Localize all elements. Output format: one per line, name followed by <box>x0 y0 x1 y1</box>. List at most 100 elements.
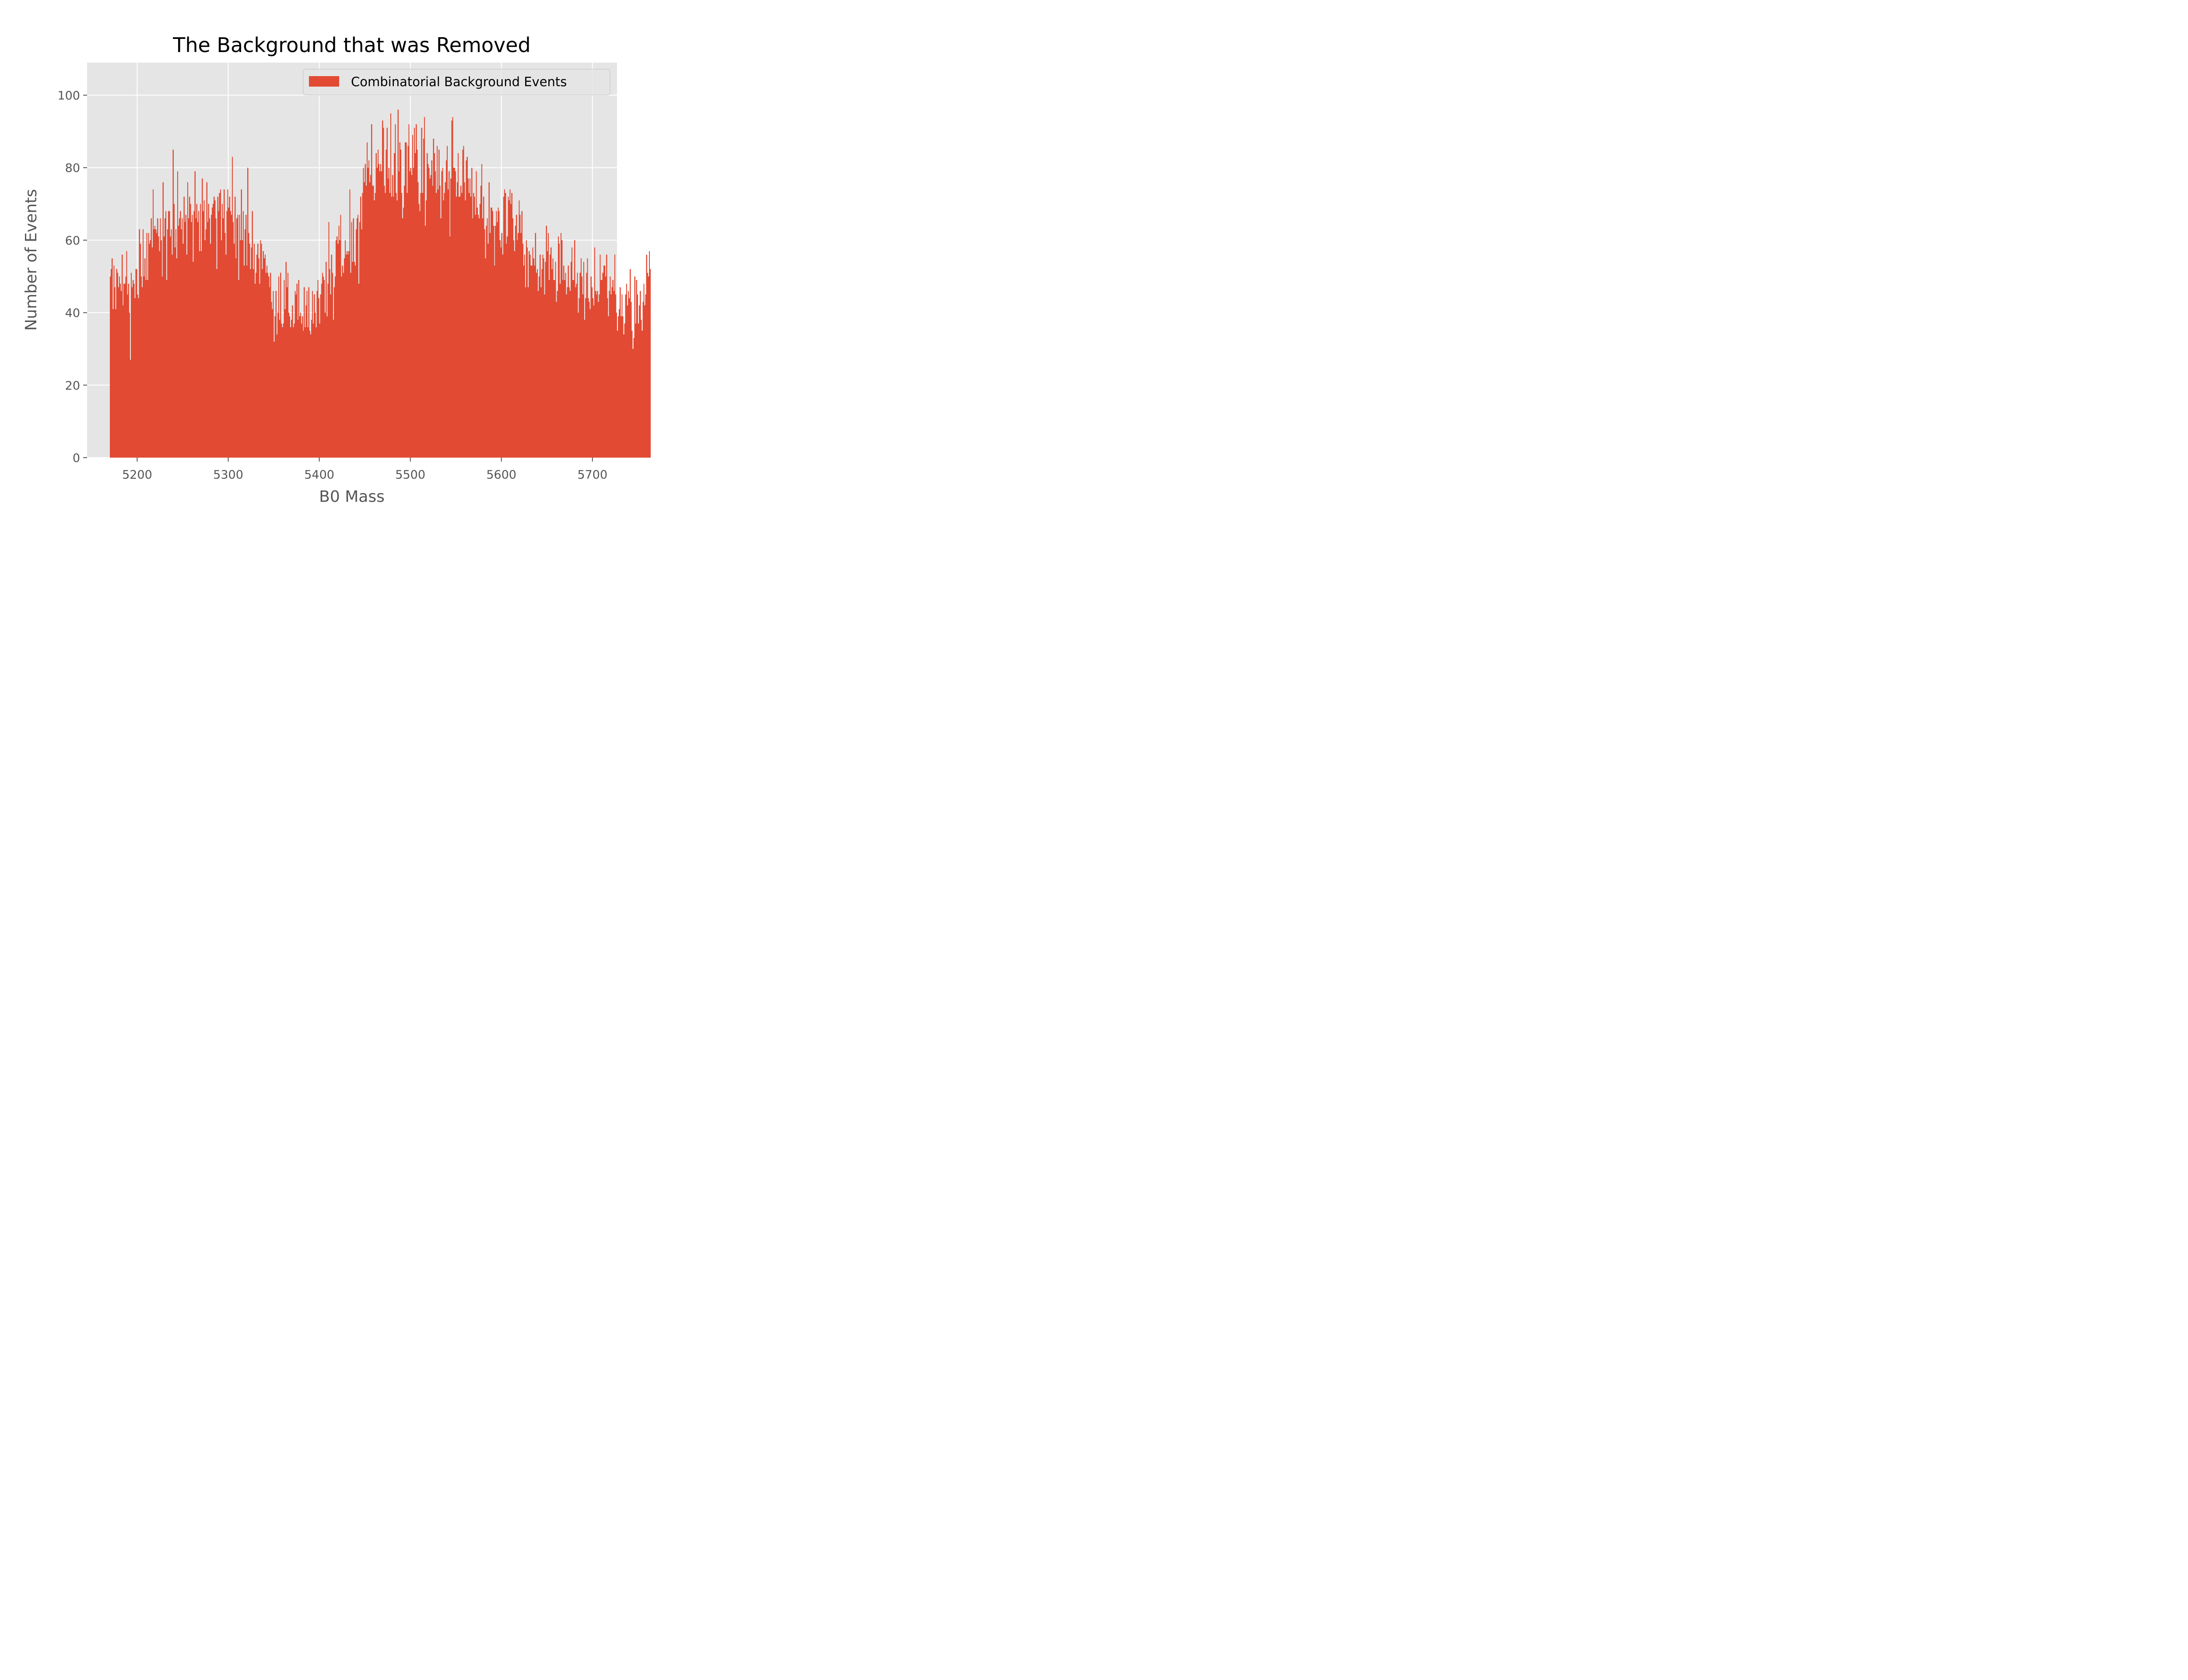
histogram-bar <box>635 323 636 458</box>
histogram-bar <box>125 276 126 458</box>
histogram-bar <box>604 265 606 458</box>
histogram-bar <box>584 320 586 458</box>
histogram-bar <box>370 175 372 458</box>
histogram-bar <box>269 287 270 458</box>
histogram-bar <box>480 186 482 458</box>
histogram-bar <box>455 171 456 458</box>
legend: Combinatorial Background Events <box>303 69 610 95</box>
histogram-bar <box>176 258 178 458</box>
histogram-bar <box>306 290 308 458</box>
histogram-bar <box>402 218 403 458</box>
histogram-bar <box>622 316 624 458</box>
histogram-bar <box>589 309 591 458</box>
histogram-bar <box>210 214 212 458</box>
histogram-bar <box>492 211 494 458</box>
histogram-bar <box>391 196 393 458</box>
histogram-bar <box>223 218 224 458</box>
histogram-bar <box>188 218 189 458</box>
histogram-bar <box>256 255 258 458</box>
histogram-bar <box>184 222 186 458</box>
histogram-bar <box>413 168 414 458</box>
histogram-bar <box>254 284 256 458</box>
histogram-bar <box>556 301 557 458</box>
histogram-bar <box>208 204 209 458</box>
histogram-bar <box>463 146 464 458</box>
histogram-bar <box>217 196 218 458</box>
histogram-bar <box>331 255 332 458</box>
histogram-bar <box>440 218 442 458</box>
histogram-bar <box>268 276 270 458</box>
histogram-bar <box>326 316 328 458</box>
histogram-bar <box>615 294 617 458</box>
histogram-bar <box>119 276 120 458</box>
histogram-bar <box>261 244 262 458</box>
histogram-bar <box>224 233 226 458</box>
x-tick-label: 5700 <box>577 468 607 482</box>
histogram-bar <box>427 153 428 458</box>
histogram-bar <box>582 294 584 458</box>
histogram-bar <box>352 262 353 458</box>
histogram-bar <box>220 189 221 458</box>
histogram-bar <box>199 251 200 458</box>
histogram-bar <box>172 255 173 458</box>
histogram-bar <box>142 229 144 458</box>
y-axis-label: Number of Events <box>22 189 40 331</box>
histogram-bar <box>225 255 227 458</box>
histogram-bar <box>112 309 114 458</box>
histogram-bar <box>148 233 149 458</box>
histogram-bar <box>329 269 330 458</box>
histogram-bar <box>641 320 642 458</box>
histogram-bar <box>545 262 546 458</box>
histogram-bar <box>554 280 555 458</box>
y-tick-label: 0 <box>73 452 80 465</box>
histogram-bar <box>499 240 501 458</box>
histogram-bar <box>374 200 375 458</box>
histogram-bar <box>330 294 331 458</box>
histogram-bar <box>541 269 543 458</box>
histogram-bar <box>154 225 156 458</box>
histogram-bar <box>354 265 356 458</box>
histogram-bar <box>198 211 200 458</box>
histogram-bar <box>456 182 458 458</box>
histogram-bar <box>435 193 437 458</box>
histogram-bar <box>421 128 422 458</box>
histogram-bar <box>365 186 367 458</box>
histogram-bar <box>361 229 362 458</box>
histogram-bar <box>552 258 554 458</box>
histogram-bar <box>494 265 495 458</box>
histogram-bar <box>126 251 127 458</box>
histogram-bar <box>564 280 565 458</box>
histogram-bar <box>291 320 292 458</box>
histogram-bar <box>607 298 608 458</box>
histogram-bar <box>348 251 350 458</box>
histogram-bar <box>252 211 253 458</box>
histogram-bar <box>537 290 539 458</box>
histogram-bar <box>293 327 294 458</box>
histogram-bar <box>363 168 364 458</box>
histogram-bar <box>483 196 484 458</box>
x-tick-label: 5200 <box>122 468 152 482</box>
histogram-bar <box>186 255 188 458</box>
histogram-bar <box>187 182 189 458</box>
histogram-bar <box>317 280 319 458</box>
histogram-bar <box>384 186 385 458</box>
histogram-bar <box>248 233 249 458</box>
histogram-bar <box>324 280 325 458</box>
histogram-bar <box>239 214 240 458</box>
histogram-bar <box>162 182 164 458</box>
histogram-bar <box>290 327 291 458</box>
histogram-bar <box>583 262 585 458</box>
histogram-bar <box>134 298 136 458</box>
histogram-bar <box>506 244 507 458</box>
histogram-bar <box>519 214 521 458</box>
histogram-bar <box>593 305 595 458</box>
histogram-bar <box>146 233 147 458</box>
histogram-bar <box>338 225 340 458</box>
histogram-bar <box>170 236 171 458</box>
y-tick-label: 60 <box>65 234 80 248</box>
histogram-bar <box>200 204 201 458</box>
histogram-bar <box>316 290 318 458</box>
histogram-bar <box>203 200 205 458</box>
histogram-bar <box>383 128 384 458</box>
histogram-bar <box>213 204 214 458</box>
